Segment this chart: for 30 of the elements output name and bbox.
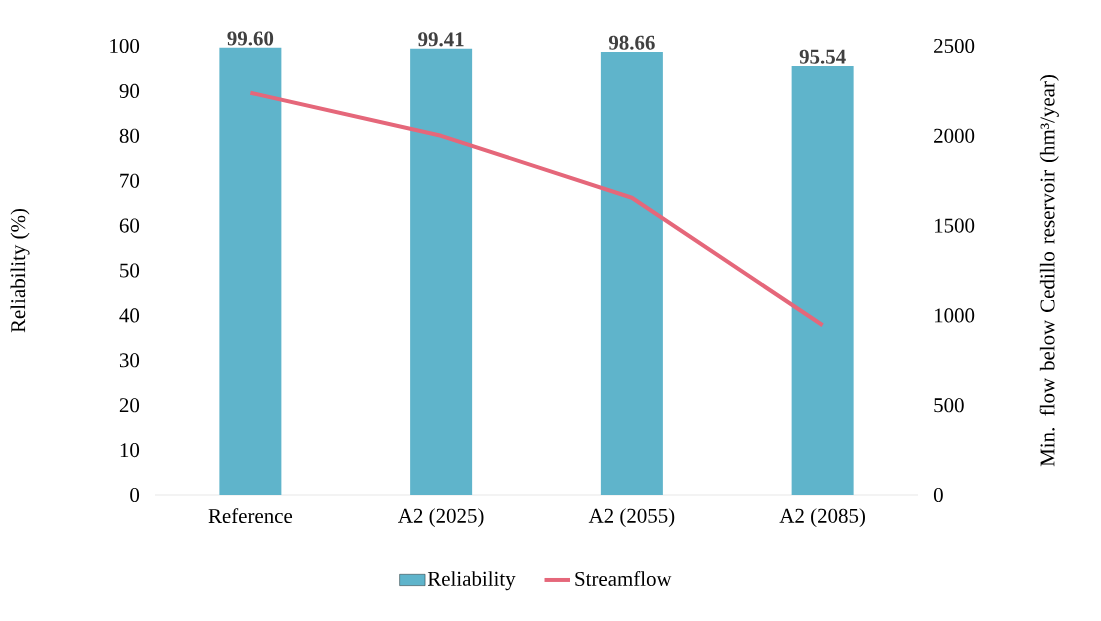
y-axis-title: Reliability (%)	[10, 208, 30, 333]
y-tick-label: 0	[130, 487, 140, 503]
y-tick-label: 90	[119, 83, 140, 98]
y2-tick-label: 1000	[934, 308, 975, 323]
y-tick-label: 70	[120, 173, 140, 188]
y2-tick-label: 1500	[934, 218, 975, 233]
y-tick-label: 50	[120, 263, 140, 278]
y2-tick-label: 0	[933, 487, 943, 503]
y-tick-label: 40	[119, 308, 140, 323]
y-tick-label: 30	[119, 353, 140, 368]
legend-label: Reliability	[427, 571, 516, 591]
data-label: 95.54	[799, 49, 846, 64]
y-tick-label: 20	[119, 398, 140, 413]
y-tick-label: 10	[120, 443, 140, 458]
data-label: 99.60	[227, 31, 274, 46]
x-tick-label: A2 (2085)	[779, 508, 865, 528]
y2-tick-label: 2000	[934, 128, 975, 143]
y-tick-label: 60	[119, 218, 140, 233]
y2-axis-title: Min. flow below Cedillo reservoir (hm³/year)	[1039, 75, 1059, 467]
y-tick-label: 80	[119, 128, 140, 143]
legend-label: Streamflow	[575, 571, 672, 586]
x-tick-label: Reference	[208, 508, 293, 524]
data-label: 99.41	[418, 32, 464, 47]
y2-tick-label: 500	[934, 398, 964, 413]
x-tick-label: A2 (2055)	[588, 508, 675, 528]
y-tick-label: 100	[110, 38, 140, 54]
line-series	[248, 90, 825, 328]
data-label: 98.66	[608, 35, 655, 50]
y2-tick-label: 2500	[934, 38, 975, 54]
x-tick-label: A2 (2025)	[398, 508, 484, 528]
